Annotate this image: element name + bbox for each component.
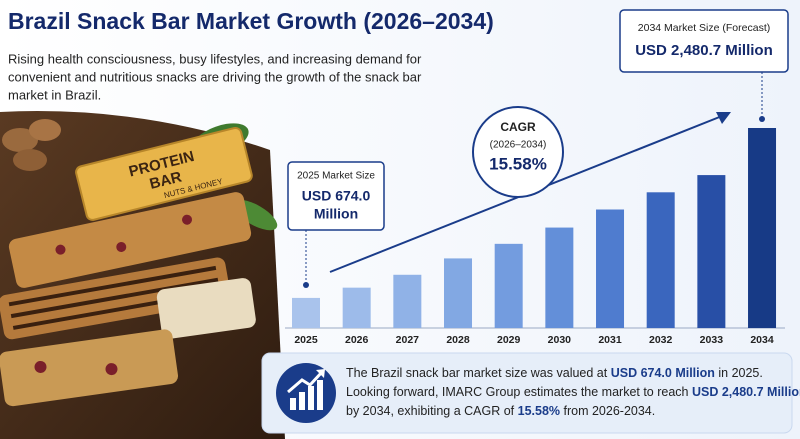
x-tick-label: 2029 [497, 334, 521, 346]
callout-box [287, 161, 385, 231]
summary-segment: 15.58% [518, 404, 560, 418]
callout-value: USD 2,480.7 Million [635, 42, 773, 59]
x-tick-label: 2033 [700, 334, 724, 346]
growth-icon [276, 363, 336, 423]
x-tick-label: 2025 [294, 334, 318, 346]
bar [697, 175, 726, 328]
bar [444, 258, 473, 328]
summary-segment: by 2034, exhibiting a CAGR of [346, 404, 518, 418]
summary-segment: The Brazil snack bar market size was val… [346, 366, 611, 380]
trend-arrowhead [716, 112, 731, 124]
photo: PROTEIN BAR NUTS & HONEY [0, 111, 285, 439]
bar [545, 227, 574, 328]
callout-value: Million [314, 206, 358, 222]
summary-segment: USD 2,480.7 Million [692, 385, 800, 399]
callout-label: 2034 Market Size (Forecast) [638, 22, 770, 34]
subtitle-line: convenient and nutritious snacks are dri… [8, 69, 422, 84]
cagr-value: 15.58% [489, 154, 547, 173]
summary-segment: in 2025. [715, 366, 763, 380]
title: Brazil Snack Bar Market Growth (2026–203… [8, 8, 494, 34]
subtitle-line: market in Brazil. [8, 87, 101, 102]
x-tick-label: 2026 [345, 334, 369, 346]
x-tick-label: 2028 [446, 334, 470, 346]
bar [494, 243, 523, 328]
x-tick-label: 2034 [750, 334, 774, 346]
x-tick-label: 2027 [396, 334, 420, 346]
summary-segment: Looking forward, IMARC Group estimates t… [346, 385, 692, 399]
bar [748, 128, 777, 328]
bar [596, 209, 625, 328]
growth-icon-graphic [287, 369, 325, 410]
summary-segment: USD 674.0 Million [611, 366, 715, 380]
x-tick-label: 2030 [548, 334, 572, 346]
summary-panel [261, 352, 793, 434]
cagr-badge [472, 106, 564, 198]
callout-value: USD 674.0 [302, 188, 371, 204]
callout-box [619, 9, 789, 73]
callout-label: 2025 Market Size [297, 171, 375, 182]
bar [342, 287, 371, 328]
subtitle-line: Rising health consciousness, busy lifest… [8, 51, 422, 66]
x-tick-label: 2031 [598, 334, 622, 346]
callout-dot [303, 282, 309, 288]
x-tick-label: 2032 [649, 334, 673, 346]
callout-dot [759, 116, 765, 122]
bar-chart: 2025 2026 2027 2028 2029 2030 2031 2032 2033 2034 [285, 128, 785, 346]
bar [393, 274, 422, 328]
summary-segment: from 2026-2034. [560, 404, 655, 418]
bar [292, 297, 320, 328]
bar [646, 192, 675, 328]
summary-text: The Brazil snack bar market size was val… [346, 366, 800, 418]
cagr-period: (2026–2034) [490, 140, 547, 151]
cagr-label: CAGR [500, 120, 536, 134]
